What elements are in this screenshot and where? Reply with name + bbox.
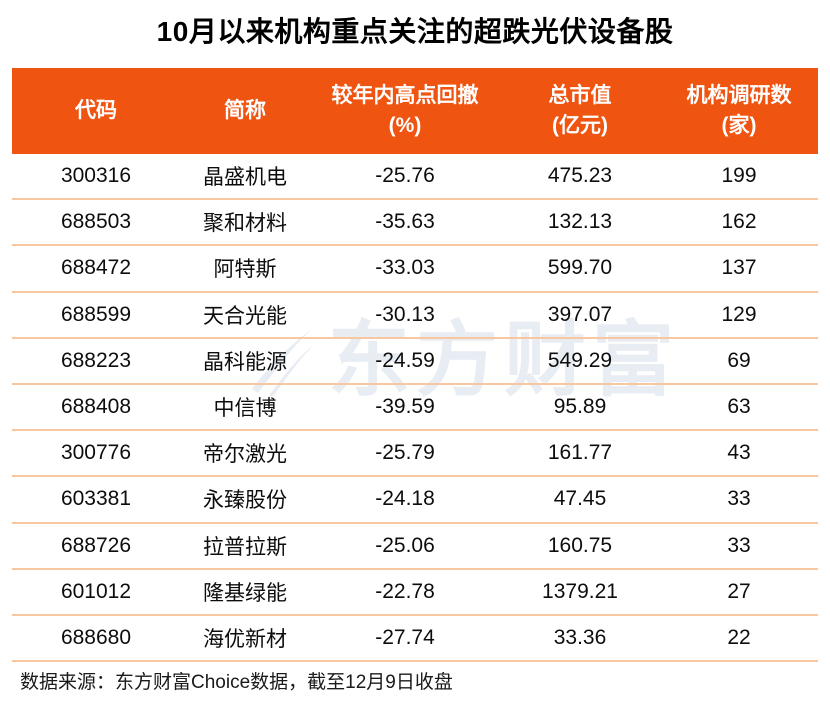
drawdown-value: -22.78 [375,579,435,603]
table-row: 688503 聚和材料 -35.63 132.13 162 [12,200,818,247]
stock-name: 海优新材 [203,627,287,651]
research-count: 22 [727,625,751,649]
header-drawdown-label-line1: 较年内高点回撤 [331,84,479,107]
header-marketcap-label-line2: (亿元) [552,114,608,137]
stock-code: 688726 [60,533,132,557]
header-research-label-line2: (家) [721,114,757,137]
research-count: 69 [727,348,751,372]
data-source-note: 数据来源：东方财富Choice数据，截至12月9日收盘 [20,672,453,693]
table-row: 688680 海优新材 -27.74 33.36 22 [12,616,818,663]
marketcap-value: 132.13 [547,210,613,234]
marketcap-value: 475.23 [547,164,613,188]
research-count: 33 [727,533,751,557]
header-research: 机构调研数 (家) [660,68,818,154]
stock-code: 688599 [60,302,132,326]
stock-name: 晶科能源 [203,350,287,374]
table-row: 688472 阿特斯 -33.03 599.70 137 [12,246,818,293]
stock-code: 688472 [60,256,132,280]
stock-name: 阿特斯 [213,258,277,282]
stock-name: 天合光能 [203,304,287,328]
stock-name: 帝尔激光 [203,443,287,467]
header-drawdown: 较年内高点回撤 (%) [310,68,500,154]
drawdown-value: -27.74 [375,625,435,649]
research-count: 43 [727,441,751,465]
stock-name: 晶盛机电 [203,166,287,190]
table-row: 688223 晶科能源 -24.59 549.29 69 [12,339,818,385]
table-row: 688408 中信博 -39.59 95.89 63 [12,385,818,432]
header-name-label: 简称 [224,99,266,122]
stock-name: 隆基绿能 [203,581,287,605]
header-marketcap: 总市值 (亿元) [500,68,660,154]
table-header-row: 代码 简称 较年内高点回撤 (%) 总市值 (亿元) 机构调研数 (家) [12,68,818,154]
stock-name: 聚和材料 [203,212,287,236]
research-count: 33 [727,487,751,511]
header-name: 简称 [180,68,310,154]
stock-code: 688503 [60,210,132,234]
header-code: 代码 [12,68,180,154]
drawdown-value: -25.06 [375,533,435,557]
stock-code: 688680 [60,625,132,649]
drawdown-value: -25.76 [375,164,435,188]
drawdown-value: -24.59 [375,348,435,372]
stock-code: 688408 [60,395,132,419]
marketcap-value: 599.70 [547,256,613,280]
header-marketcap-label-line1: 总市值 [548,84,612,107]
marketcap-value: 95.89 [553,395,607,419]
drawdown-value: -24.18 [375,487,435,511]
header-drawdown-label-line2: (%) [388,114,422,137]
table-row: 300316 晶盛机电 -25.76 475.23 199 [12,154,818,201]
drawdown-value: -30.13 [375,302,435,326]
stock-name: 永臻股份 [203,489,287,513]
stock-code: 300316 [60,164,132,188]
research-count: 63 [727,395,751,419]
marketcap-value: 47.45 [553,487,607,511]
stock-name: 拉普拉斯 [203,535,287,559]
header-research-label-line1: 机构调研数 [686,84,792,107]
stock-code: 300776 [60,441,132,465]
marketcap-value: 1379.21 [542,579,618,603]
marketcap-value: 397.07 [547,302,613,326]
table-body: 300316 晶盛机电 -25.76 475.23 199 688503 聚和材… [12,154,818,663]
page-title: 10月以来机构重点关注的超跌光伏设备股 [156,16,674,47]
research-count: 199 [721,164,757,188]
research-count: 27 [727,579,751,603]
research-count: 129 [721,302,757,326]
table-row: 601012 隆基绿能 -22.78 1379.21 27 [12,570,818,616]
research-count: 137 [721,256,757,280]
marketcap-value: 161.77 [547,441,613,465]
table-row: 688599 天合光能 -30.13 397.07 129 [12,293,818,339]
drawdown-value: -35.63 [375,210,435,234]
drawdown-value: -25.79 [375,441,435,465]
drawdown-value: -39.59 [375,395,435,419]
research-count: 162 [721,210,757,234]
marketcap-value: 549.29 [547,348,613,372]
table-row: 300776 帝尔激光 -25.79 161.77 43 [12,431,818,478]
marketcap-value: 33.36 [553,625,607,649]
table-row: 688726 拉普拉斯 -25.06 160.75 33 [12,524,818,570]
marketcap-value: 160.75 [547,533,613,557]
stock-code: 688223 [60,348,132,372]
stock-code: 603381 [60,487,132,511]
stock-name: 中信博 [213,397,277,421]
stock-code: 601012 [60,579,132,603]
drawdown-value: -33.03 [375,256,435,280]
table-row: 603381 永臻股份 -24.18 47.45 33 [12,477,818,524]
header-code-label: 代码 [75,99,117,122]
